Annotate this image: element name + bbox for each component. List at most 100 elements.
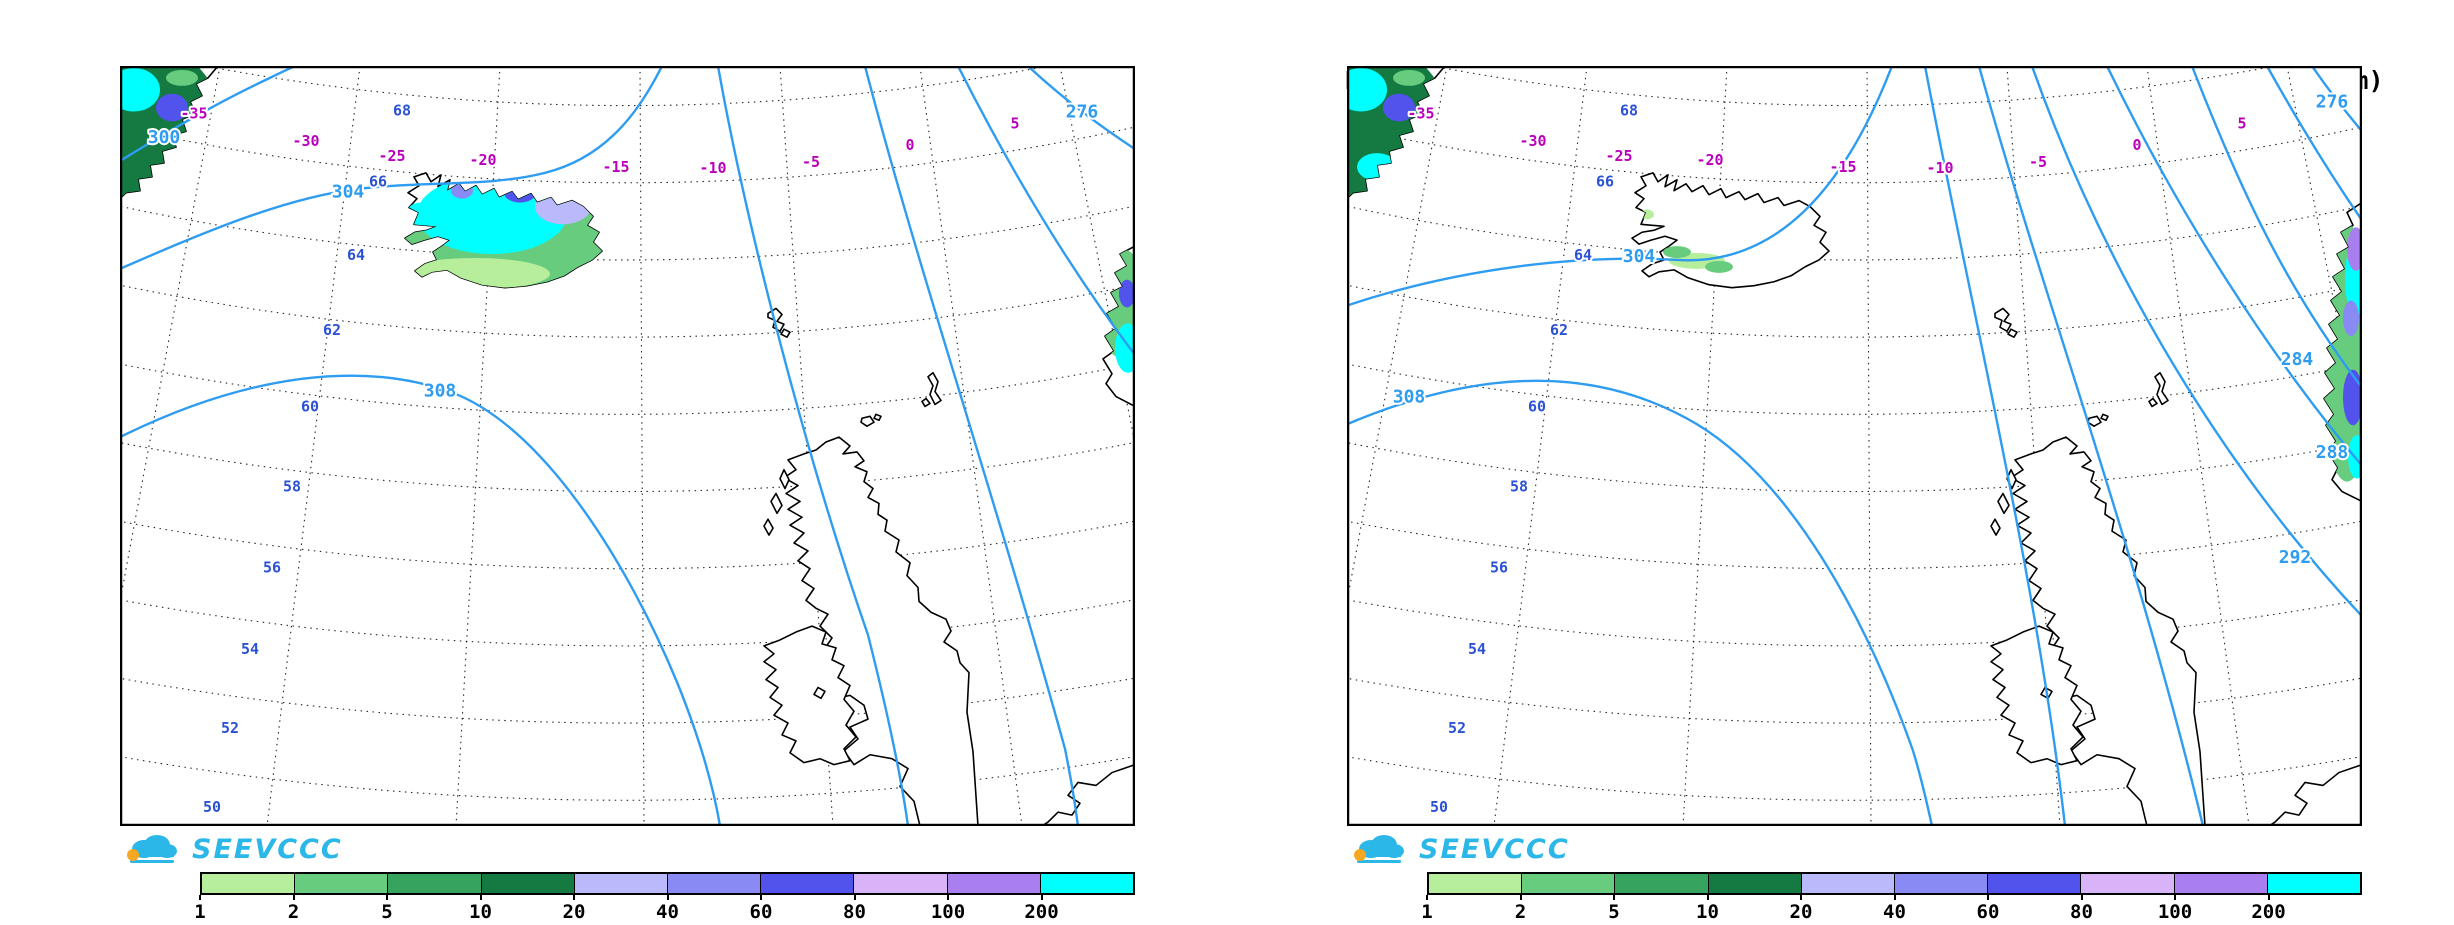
legend-bar — [200, 872, 1135, 895]
map-dream8: 304 308 276 284 288 292 68 66 64 62 60 5… — [1347, 66, 2362, 826]
lat-label: 50 — [203, 798, 221, 816]
shetland-islands — [2148, 371, 2169, 408]
lat-label: 64 — [1574, 246, 1592, 264]
legend-value: 5 — [1608, 901, 1620, 923]
lat-label: 66 — [1596, 173, 1614, 191]
legend-value: 60 — [749, 901, 773, 923]
snow-legend: 1 2 5 10 20 40 60 80 100 200 — [194, 872, 1135, 923]
temp-label: -10 — [1926, 159, 1953, 177]
legend-seg — [1800, 874, 1895, 893]
contour-288 — [2105, 66, 2362, 467]
contour-label-292: 292 — [2279, 547, 2311, 568]
legend-value: 100 — [930, 901, 966, 923]
seevccc-logo: SEEVCCC — [120, 830, 343, 868]
graticule-grid — [1347, 66, 2362, 826]
contour-label-304: 304 — [332, 182, 364, 203]
map-container: 304 308 276 284 288 292 68 66 64 62 60 5… — [1347, 66, 2362, 826]
legend-value: 200 — [1024, 901, 1059, 923]
contour-280 — [956, 66, 1135, 357]
contour-308 — [120, 374, 722, 826]
contour-label-300: 300 — [148, 127, 180, 148]
legend-value: 1 — [1421, 901, 1433, 923]
geopotential-contours — [1347, 66, 2362, 826]
map-border — [120, 66, 1135, 826]
temp-label: -10 — [699, 159, 726, 177]
legend-seg — [1429, 874, 1522, 893]
legend-seg — [2266, 874, 2361, 893]
isle-of-man — [813, 686, 826, 700]
legend-seg — [387, 874, 481, 893]
temperature-labels: -35 -30 -25 -20 -15 -10 -5 0 5 — [178, 103, 1021, 179]
lat-label: 66 — [369, 173, 387, 191]
france-coastline — [1041, 763, 1135, 826]
temp-label: -25 — [1605, 147, 1632, 165]
map-container: 300 304 308 276 68 66 64 62 60 58 56 54 … — [120, 66, 1135, 826]
land-group — [1347, 66, 2362, 826]
seevccc-logo: SEEVCCC — [1347, 830, 1570, 868]
legend-seg — [1894, 874, 1988, 893]
legend-seg — [667, 874, 761, 893]
temp-label: -25 — [378, 147, 405, 165]
lat-label: 64 — [347, 246, 365, 264]
snow-legend: 1 2 5 10 20 40 60 80 100 200 — [1421, 872, 2362, 923]
contour-label-304: 304 — [1623, 246, 1655, 267]
legend-value: 40 — [1883, 901, 1906, 923]
map-border — [1347, 66, 2362, 826]
logo-text: SEEVCCC — [192, 833, 343, 865]
temp-label: -5 — [2029, 153, 2047, 171]
legend-seg — [294, 874, 388, 893]
legend-seg — [853, 874, 947, 893]
lat-label: 52 — [221, 719, 239, 737]
temp-label: -30 — [1519, 132, 1546, 150]
faroe-islands — [1994, 307, 2018, 338]
temp-label: -15 — [1829, 158, 1856, 176]
lat-label: 68 — [1620, 102, 1638, 120]
legend-seg — [1521, 874, 1615, 893]
temperature-labels: -35 -30 -25 -20 -15 -10 -5 0 5 — [1405, 103, 2248, 179]
legend-value: 10 — [469, 901, 492, 923]
legend-value: 80 — [2070, 901, 2093, 923]
legend-value: 80 — [843, 901, 866, 923]
latitude-labels: 68 66 64 62 60 58 56 54 52 50 — [1428, 100, 1640, 819]
legend-value: 1 — [194, 901, 206, 923]
lat-label: 56 — [1490, 559, 1508, 577]
legend-value: 100 — [2157, 901, 2193, 923]
legend-value: 20 — [1789, 901, 1813, 923]
contour-unlabeled-1 — [716, 66, 910, 826]
legend-seg — [1614, 874, 1708, 893]
greenland-snow — [1347, 66, 1445, 199]
lat-label: 58 — [1510, 478, 1528, 496]
great-britain-coastline — [2010, 436, 2206, 826]
legend-value: 20 — [562, 901, 586, 923]
contour-label-308: 308 — [1393, 387, 1425, 408]
contour-280 — [2265, 66, 2362, 222]
contour-276 — [2310, 66, 2362, 133]
lat-label: 56 — [263, 559, 281, 577]
temp-label: 0 — [2132, 136, 2141, 154]
legend-value: 40 — [656, 901, 679, 923]
map-ecmwf: 300 304 308 276 68 66 64 62 60 58 56 54 … — [120, 66, 1135, 826]
legend-seg — [760, 874, 854, 893]
legend-seg — [202, 874, 295, 893]
legend-value: 60 — [1976, 901, 2000, 923]
contour-label-288: 288 — [2316, 442, 2348, 463]
legend-bar — [1427, 872, 2362, 895]
shetland-islands — [921, 371, 942, 408]
seevccc-cloud-icon — [127, 835, 177, 863]
contour-300 — [120, 66, 299, 163]
contour-label-284: 284 — [2281, 349, 2313, 370]
geopotential-contours — [120, 66, 1135, 826]
latitude-labels: 68 66 64 62 60 58 56 54 52 50 — [201, 100, 413, 819]
contour-label-308: 308 — [424, 381, 456, 402]
legend-seg — [573, 874, 668, 893]
lat-label: 62 — [1550, 321, 1568, 339]
legend-seg — [480, 874, 574, 893]
legend-value: 5 — [381, 901, 393, 923]
seevccc-cloud-icon — [1354, 835, 1404, 863]
contour-unlabeled-2 — [863, 66, 1080, 826]
legend-seg — [2173, 874, 2267, 893]
temp-label: -20 — [469, 151, 496, 169]
legend-scale: 1 2 5 10 20 40 60 80 100 200 — [1421, 895, 2362, 923]
legend-seg — [1039, 874, 1134, 893]
hebrides-islands — [763, 468, 790, 536]
